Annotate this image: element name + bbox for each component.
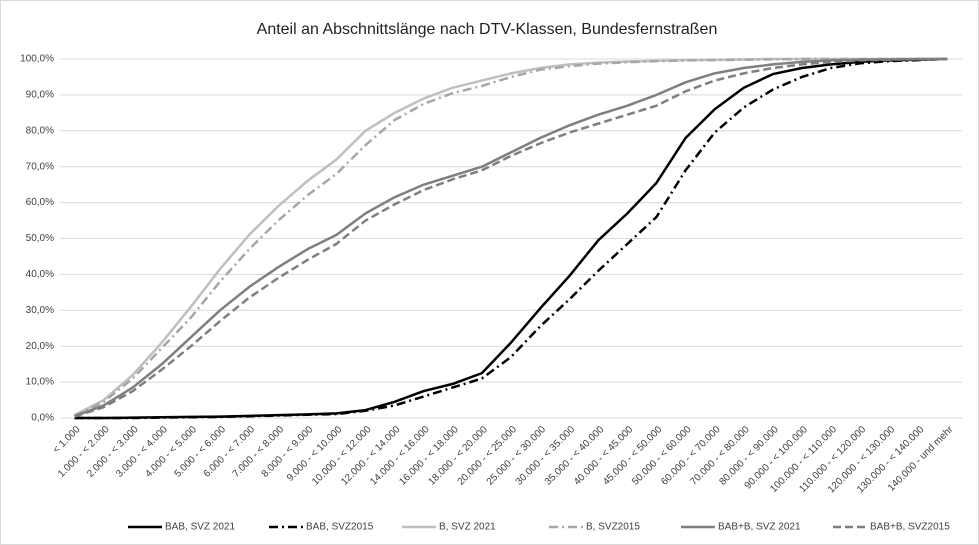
y-tick-label: 30,0% (26, 305, 54, 316)
y-tick-label: 10,0% (26, 377, 54, 388)
legend-label: B, SVZ 2021 (439, 522, 496, 533)
line-series (74, 57, 948, 420)
legend-label: BAB, SVZ 2021 (165, 522, 235, 533)
y-tick-label: 0,0% (31, 413, 54, 424)
chart-title: Anteil an Abschnittslänge nach DTV-Klass… (257, 21, 718, 38)
line-series (74, 57, 948, 417)
legend-label: BAB+B, SVZ 2021 (718, 522, 801, 533)
y-tick-label: 40,0% (26, 269, 54, 280)
y-tick-label: 50,0% (26, 233, 54, 244)
y-tick-label: 70,0% (26, 161, 54, 172)
y-tick-label: 100,0% (20, 54, 54, 65)
legend-label: BAB+B, SVZ2015 (870, 522, 950, 533)
legend-label: BAB, SVZ2015 (306, 522, 374, 533)
line-series (74, 57, 948, 418)
y-tick-label: 80,0% (26, 125, 54, 136)
line-series (74, 57, 948, 420)
y-tick-label: 60,0% (26, 197, 54, 208)
legend-label: B, SVZ2015 (586, 522, 640, 533)
y-tick-label: 90,0% (26, 90, 54, 101)
line-series (74, 57, 948, 418)
y-tick-label: 20,0% (26, 341, 54, 352)
